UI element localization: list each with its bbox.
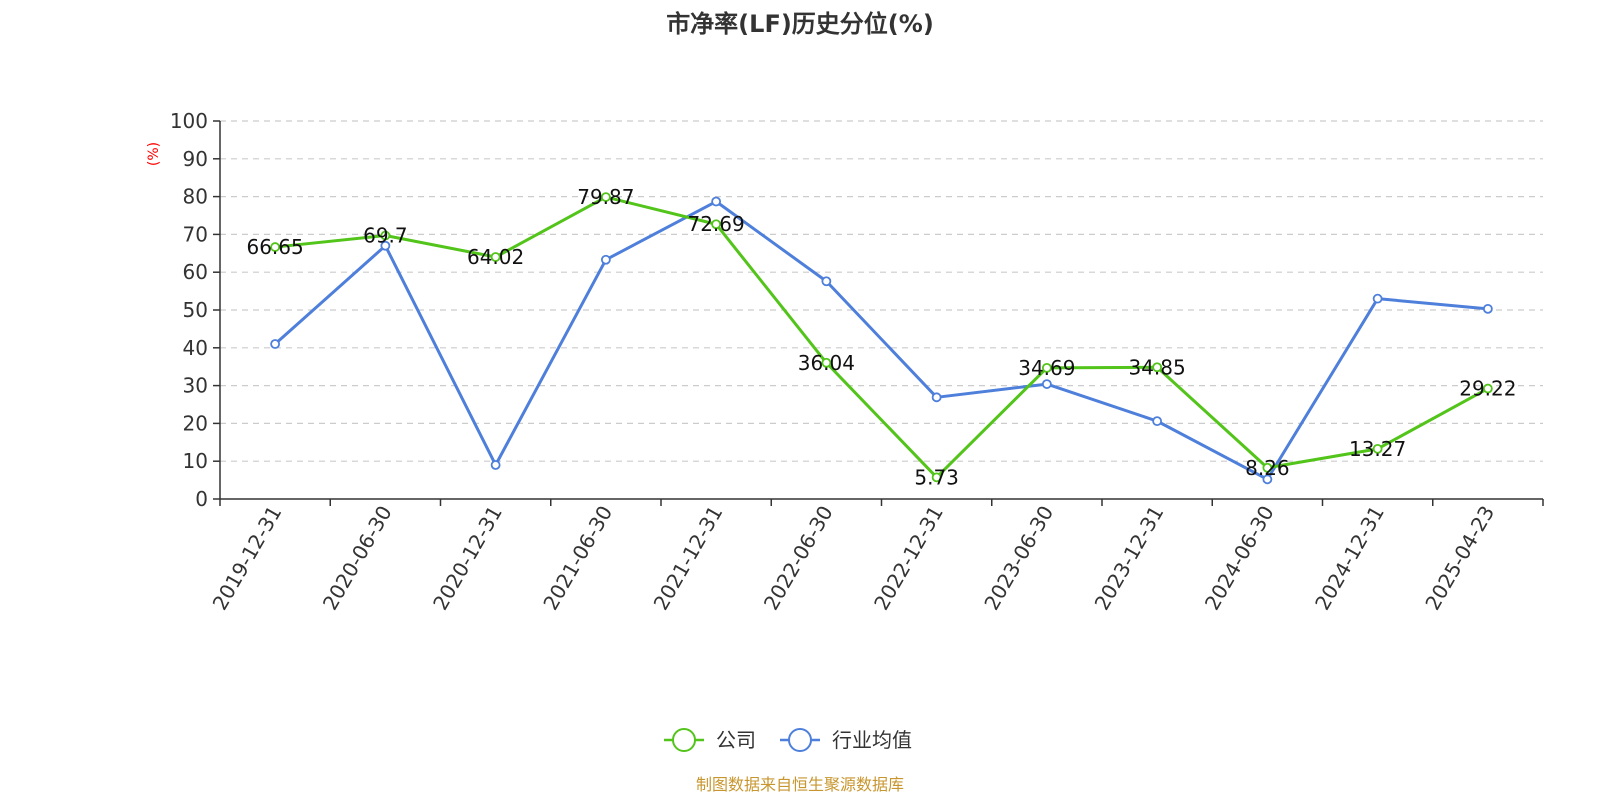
data-point [380, 240, 391, 251]
data-point [1372, 293, 1383, 304]
x-tick-label: 2025-04-23 [1420, 502, 1499, 615]
x-axis-ticks: 2019-12-31 2020-06-30 2020-12-31 2021-06-30… [208, 499, 1544, 615]
data-label: 34.69 [1018, 356, 1075, 380]
source-note: 制图数据来自恒生聚源数据库 [696, 775, 904, 794]
y-tick-label: 0 [195, 487, 208, 511]
data-label: 29.22 [1459, 377, 1516, 401]
data-point [1152, 362, 1163, 373]
data-point [270, 242, 281, 252]
data-point [931, 472, 942, 483]
y-tick-label: 10 [183, 449, 208, 473]
legend-label: 公司 [716, 728, 756, 752]
data-label: 64.02 [467, 245, 524, 269]
data-point [600, 192, 611, 202]
data-point [490, 460, 501, 470]
data-point [821, 276, 832, 287]
y-tick-label: 100 [170, 109, 208, 133]
data-label: 5.73 [914, 465, 959, 489]
x-tick-label: 2023-12-31 [1090, 502, 1169, 615]
x-tick-label: 2024-12-31 [1310, 502, 1389, 615]
legend-label: 行业均值 [832, 728, 912, 752]
data-point [1262, 474, 1273, 485]
legend-marker [788, 728, 812, 752]
data-label: 36.04 [798, 351, 855, 375]
data-point [821, 357, 832, 368]
data-point [711, 196, 722, 207]
y-axis-label: (%) [146, 142, 162, 166]
x-tick-label: 2022-12-31 [869, 502, 948, 615]
y-tick-label: 70 [183, 222, 208, 246]
y-tick-label: 40 [183, 336, 208, 360]
series-line [274, 200, 1489, 481]
chart-title: 市净率(LF)历史分位(%) [666, 10, 934, 38]
y-axis-ticks: 0 10 20 30 40 50 60 70 80 90 100 [170, 109, 220, 511]
legend-item[interactable]: 行业均值 [780, 728, 912, 752]
y-tick-label: 80 [183, 185, 208, 209]
x-tick-label: 2024-06-30 [1200, 502, 1279, 615]
data-point [931, 392, 942, 403]
data-point [270, 339, 281, 349]
data-label: 13.27 [1349, 437, 1406, 461]
gridlines [220, 120, 1543, 462]
legend-marker [672, 728, 696, 752]
x-tick-label: 2021-06-30 [538, 502, 617, 615]
y-tick-label: 20 [183, 411, 208, 435]
y-tick-label: 50 [183, 298, 208, 322]
y-tick-label: 90 [183, 147, 208, 171]
x-tick-label: 2019-12-31 [208, 502, 287, 615]
data-label: 69.7 [363, 224, 408, 248]
data-point [711, 219, 722, 230]
data-label: 66.65 [246, 235, 303, 259]
x-tick-label: 2021-12-31 [649, 502, 728, 615]
data-labels: 66.65 69.7 64.02 79.87 72.69 36.04 5.73 34.69 34… [246, 185, 1516, 489]
data-point [1262, 462, 1273, 473]
data-label: 79.87 [577, 185, 634, 209]
data-label: 8.26 [1245, 456, 1290, 480]
y-tick-label: 60 [183, 260, 208, 284]
data-point [1482, 383, 1493, 394]
data-point [490, 252, 501, 262]
data-point [1152, 416, 1163, 427]
x-tick-label: 2020-06-30 [318, 502, 397, 615]
y-tick-label: 30 [183, 374, 208, 398]
series-layer [270, 192, 1493, 485]
data-point [1041, 379, 1052, 389]
x-tick-label: 2022-06-30 [759, 502, 838, 615]
x-tick-label: 2020-12-31 [428, 502, 507, 615]
series-line [274, 195, 1489, 479]
legend-item[interactable]: 公司 [664, 728, 756, 752]
data-point [1041, 362, 1052, 373]
data-label: 34.85 [1128, 355, 1185, 379]
data-label: 72.69 [687, 212, 744, 236]
data-point [600, 254, 611, 265]
x-tick-label: 2023-06-30 [979, 502, 1058, 615]
data-point [1372, 443, 1383, 454]
data-point [380, 230, 391, 241]
legend[interactable]: 公司 行业均值 [664, 728, 912, 752]
data-point [1482, 303, 1493, 314]
